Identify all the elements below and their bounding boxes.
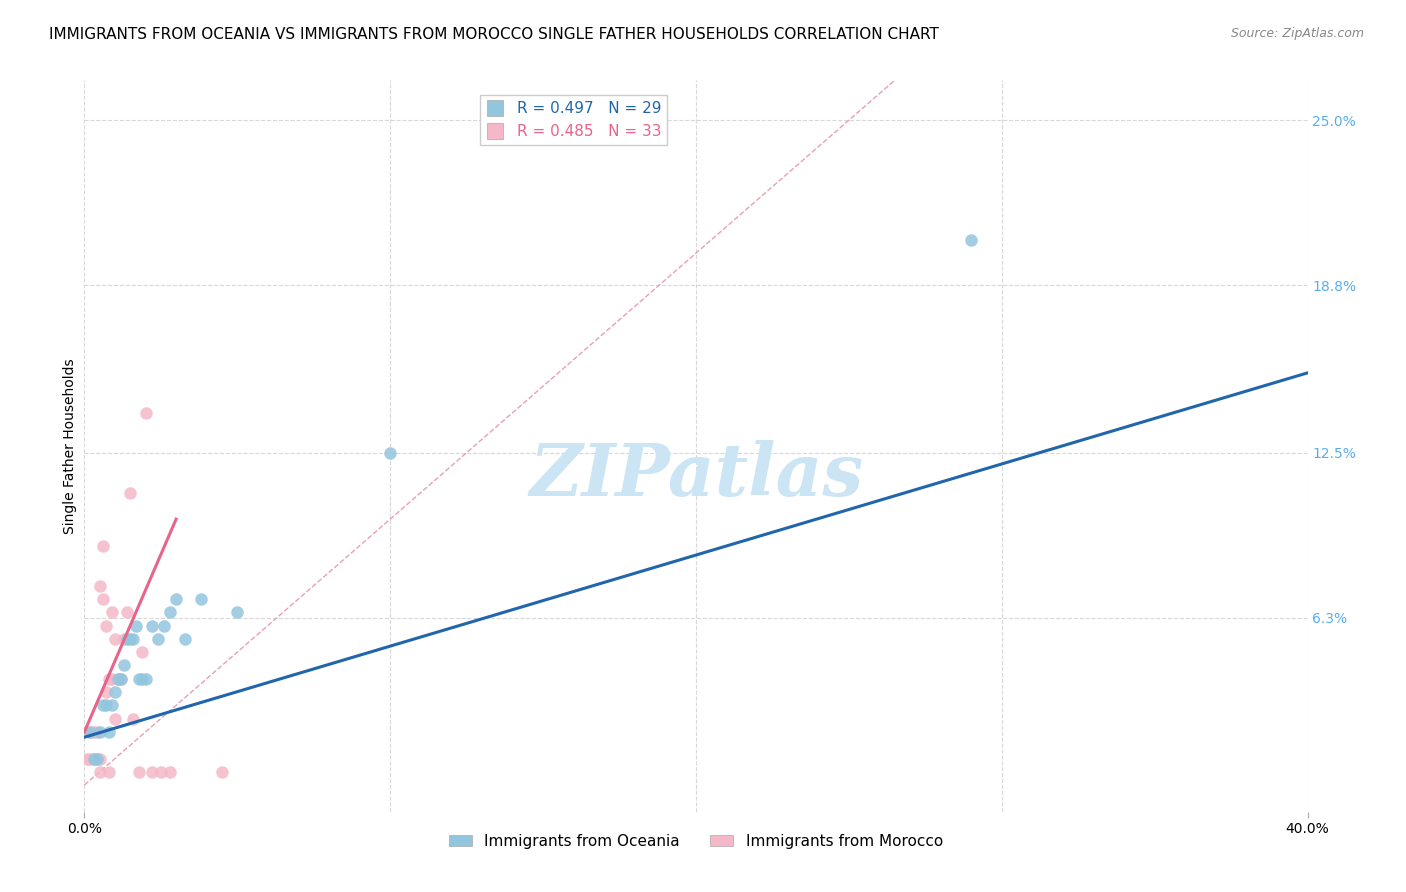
Text: IMMIGRANTS FROM OCEANIA VS IMMIGRANTS FROM MOROCCO SINGLE FATHER HOUSEHOLDS CORR: IMMIGRANTS FROM OCEANIA VS IMMIGRANTS FR… bbox=[49, 27, 939, 42]
Point bbox=[97, 725, 120, 739]
Point bbox=[135, 672, 157, 686]
Point bbox=[380, 445, 402, 459]
Point bbox=[89, 751, 111, 765]
Point bbox=[89, 725, 111, 739]
Point bbox=[128, 672, 150, 686]
Point bbox=[91, 539, 114, 553]
Text: Source: ZipAtlas.com: Source: ZipAtlas.com bbox=[1230, 27, 1364, 40]
Point bbox=[104, 685, 127, 699]
Point bbox=[86, 751, 108, 765]
Point bbox=[125, 618, 148, 632]
Point bbox=[115, 632, 138, 646]
Point bbox=[104, 712, 127, 726]
Point bbox=[94, 685, 117, 699]
Point bbox=[83, 751, 105, 765]
Point bbox=[79, 725, 101, 739]
Point bbox=[89, 764, 111, 779]
Point bbox=[120, 485, 142, 500]
Point bbox=[174, 632, 197, 646]
Point bbox=[153, 618, 176, 632]
Point bbox=[83, 725, 105, 739]
Point bbox=[159, 605, 181, 619]
Y-axis label: Single Father Households: Single Father Households bbox=[63, 359, 77, 533]
Point bbox=[211, 764, 233, 779]
Point bbox=[226, 605, 249, 619]
Point bbox=[110, 672, 132, 686]
Point bbox=[110, 672, 132, 686]
Point bbox=[115, 605, 138, 619]
Point bbox=[76, 751, 98, 765]
Legend: Immigrants from Oceania, Immigrants from Morocco: Immigrants from Oceania, Immigrants from… bbox=[443, 828, 949, 855]
Point bbox=[112, 658, 135, 673]
Point bbox=[101, 698, 124, 713]
Point bbox=[131, 672, 153, 686]
Point bbox=[141, 764, 163, 779]
Point bbox=[94, 698, 117, 713]
Point bbox=[83, 751, 105, 765]
Point bbox=[79, 751, 101, 765]
Point bbox=[122, 632, 145, 646]
Point bbox=[89, 579, 111, 593]
Point bbox=[159, 764, 181, 779]
Point bbox=[79, 725, 101, 739]
Point bbox=[107, 672, 129, 686]
Point bbox=[97, 764, 120, 779]
Point bbox=[165, 591, 187, 606]
Point bbox=[86, 751, 108, 765]
Point bbox=[97, 672, 120, 686]
Point bbox=[94, 618, 117, 632]
Point bbox=[131, 645, 153, 659]
Point bbox=[107, 672, 129, 686]
Point bbox=[91, 591, 114, 606]
Point bbox=[86, 725, 108, 739]
Point bbox=[120, 632, 142, 646]
Point bbox=[190, 591, 212, 606]
Point bbox=[149, 764, 172, 779]
Point bbox=[960, 233, 983, 247]
Point bbox=[104, 632, 127, 646]
Point bbox=[122, 712, 145, 726]
Point bbox=[135, 406, 157, 420]
Text: ZIPatlas: ZIPatlas bbox=[529, 440, 863, 511]
Point bbox=[146, 632, 169, 646]
Point bbox=[128, 764, 150, 779]
Point bbox=[91, 698, 114, 713]
Point bbox=[141, 618, 163, 632]
Point bbox=[101, 672, 124, 686]
Point bbox=[101, 605, 124, 619]
Point bbox=[112, 632, 135, 646]
